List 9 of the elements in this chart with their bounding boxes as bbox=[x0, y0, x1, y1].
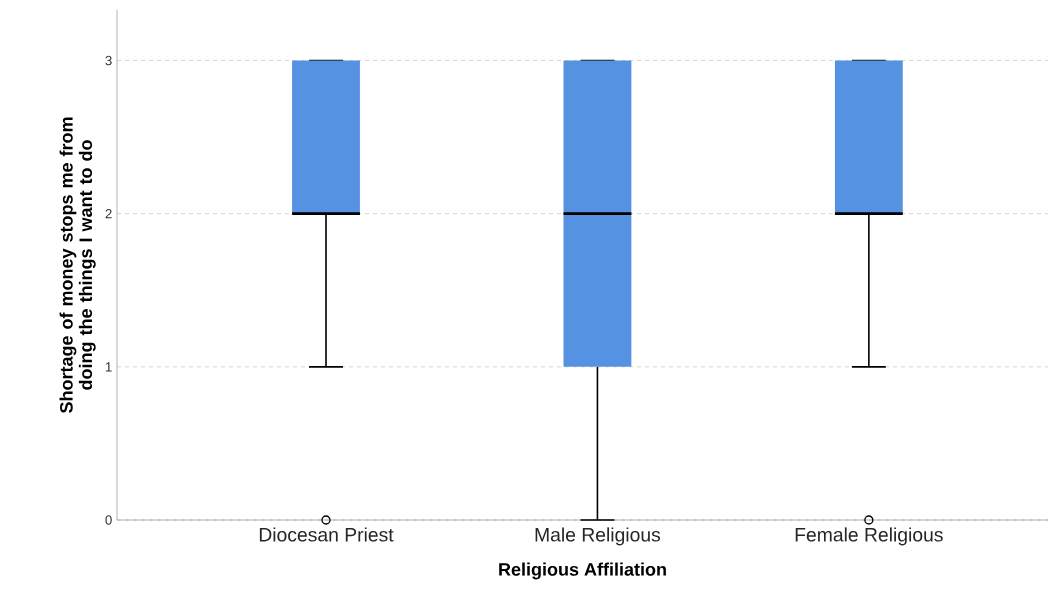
x-tick-label: Female Religious bbox=[795, 527, 943, 546]
x-axis-title: Religious Affiliation bbox=[499, 562, 666, 580]
x-tick-label: Diocesan Priest bbox=[259, 527, 394, 542]
y-axis-title: Shortage of money stops me from doing the things I want to do bbox=[59, 117, 96, 413]
y-tick-label: 3 bbox=[105, 55, 112, 66]
y-tick-label: 0 bbox=[105, 515, 112, 525]
y-tick-label: 1 bbox=[105, 362, 112, 372]
y-tick-label: 2 bbox=[105, 209, 112, 219]
x-tick-label: Male Religious bbox=[535, 527, 661, 546]
